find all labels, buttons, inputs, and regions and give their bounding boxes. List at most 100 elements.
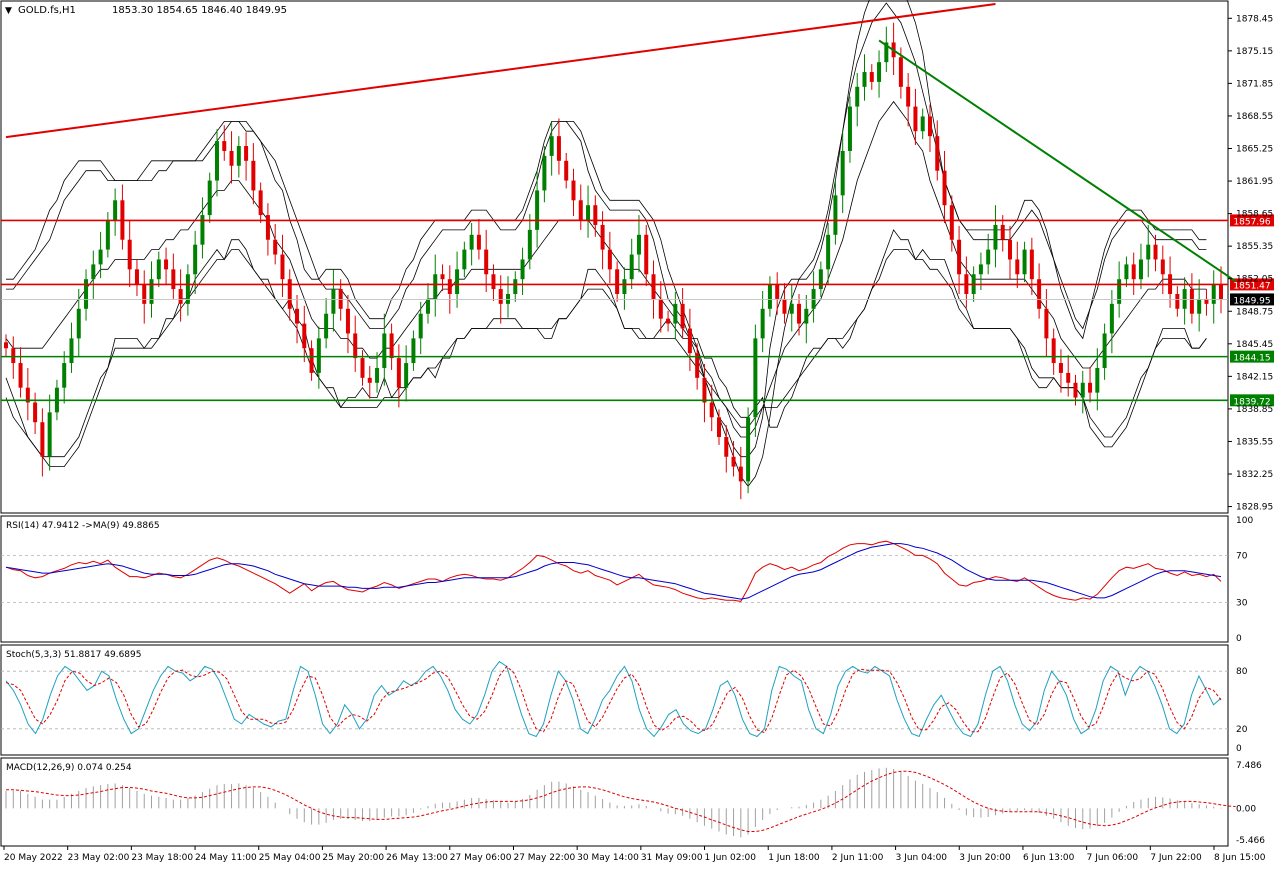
candle[interactable] bbox=[833, 179, 838, 245]
stoch-pane[interactable] bbox=[0, 644, 1229, 756]
candle[interactable] bbox=[811, 271, 816, 323]
candle[interactable] bbox=[433, 254, 438, 317]
candle[interactable] bbox=[25, 367, 30, 421]
candle[interactable] bbox=[331, 269, 336, 332]
candle[interactable] bbox=[69, 322, 74, 373]
candle[interactable] bbox=[709, 384, 714, 432]
candle[interactable] bbox=[404, 345, 409, 402]
candle[interactable] bbox=[789, 284, 794, 332]
candle[interactable] bbox=[91, 250, 96, 299]
candle[interactable] bbox=[869, 64, 874, 90]
candle[interactable] bbox=[877, 50, 882, 98]
candle[interactable] bbox=[113, 188, 118, 236]
candle[interactable] bbox=[1022, 241, 1027, 283]
candle[interactable] bbox=[644, 224, 649, 287]
candle[interactable] bbox=[462, 241, 467, 278]
candle[interactable] bbox=[1029, 237, 1034, 295]
candle[interactable] bbox=[906, 73, 911, 127]
candle[interactable] bbox=[920, 108, 925, 140]
macd-pane[interactable] bbox=[0, 757, 1229, 847]
candle[interactable] bbox=[200, 197, 205, 259]
price-pane[interactable] bbox=[0, 0, 1229, 514]
candle[interactable] bbox=[447, 265, 452, 314]
candle[interactable] bbox=[265, 203, 270, 256]
candle[interactable] bbox=[127, 220, 132, 288]
candle[interactable] bbox=[222, 125, 227, 161]
candle[interactable] bbox=[469, 222, 474, 266]
candle[interactable] bbox=[746, 407, 751, 494]
candle[interactable] bbox=[1051, 328, 1056, 375]
candle[interactable] bbox=[527, 214, 532, 270]
candle[interactable] bbox=[1080, 370, 1085, 414]
candle[interactable] bbox=[47, 394, 52, 471]
candle[interactable] bbox=[935, 120, 940, 181]
candle[interactable] bbox=[309, 340, 314, 381]
candle[interactable] bbox=[62, 351, 67, 404]
symbol-menu-icon[interactable]: ▼ bbox=[5, 6, 12, 16]
candle[interactable] bbox=[506, 276, 511, 318]
candle[interactable] bbox=[855, 73, 860, 127]
candle[interactable] bbox=[411, 330, 416, 371]
candle[interactable] bbox=[716, 409, 721, 445]
candle[interactable] bbox=[1211, 270, 1216, 324]
candle[interactable] bbox=[193, 230, 198, 294]
candle[interactable] bbox=[244, 132, 249, 181]
candle[interactable] bbox=[258, 182, 263, 223]
candle[interactable] bbox=[949, 195, 954, 252]
candle[interactable] bbox=[564, 152, 569, 189]
candle[interactable] bbox=[651, 260, 656, 319]
candle[interactable] bbox=[753, 324, 758, 438]
candle[interactable] bbox=[3, 334, 9, 357]
candle[interactable] bbox=[229, 131, 234, 184]
candle[interactable] bbox=[338, 279, 343, 321]
candle[interactable] bbox=[1102, 323, 1107, 380]
candle[interactable] bbox=[382, 313, 387, 386]
candle[interactable] bbox=[98, 231, 103, 279]
candle[interactable] bbox=[695, 343, 700, 390]
candle[interactable] bbox=[1138, 243, 1143, 290]
candle[interactable] bbox=[1037, 263, 1042, 319]
candle[interactable] bbox=[1146, 224, 1151, 278]
candle[interactable] bbox=[149, 261, 154, 318]
candle[interactable] bbox=[629, 238, 634, 290]
candle[interactable] bbox=[396, 344, 401, 408]
candle[interactable] bbox=[345, 294, 350, 354]
candle[interactable] bbox=[1015, 241, 1020, 289]
candle[interactable] bbox=[236, 136, 241, 178]
candle[interactable] bbox=[1131, 252, 1136, 295]
candle[interactable] bbox=[913, 88, 918, 146]
candle[interactable] bbox=[513, 271, 518, 302]
candle[interactable] bbox=[302, 305, 307, 363]
trendline[interactable] bbox=[878, 39, 1237, 282]
candle[interactable] bbox=[687, 308, 692, 371]
candle[interactable] bbox=[1044, 289, 1049, 357]
candle[interactable] bbox=[724, 425, 729, 473]
candle[interactable] bbox=[251, 143, 256, 205]
candle[interactable] bbox=[287, 269, 292, 321]
candle[interactable] bbox=[840, 131, 845, 214]
candle[interactable] bbox=[185, 264, 190, 316]
candle[interactable] bbox=[273, 223, 278, 265]
candle[interactable] bbox=[738, 446, 743, 500]
candle[interactable] bbox=[142, 270, 147, 324]
candle[interactable] bbox=[578, 184, 583, 230]
candle[interactable] bbox=[957, 225, 962, 294]
candle[interactable] bbox=[1189, 273, 1194, 324]
candle[interactable] bbox=[680, 288, 685, 339]
candle[interactable] bbox=[615, 261, 620, 302]
candle[interactable] bbox=[171, 253, 176, 299]
candle[interactable] bbox=[11, 336, 16, 379]
rsi-pane[interactable] bbox=[0, 515, 1229, 643]
candle[interactable] bbox=[622, 267, 627, 310]
candle[interactable] bbox=[797, 293, 802, 336]
candle[interactable] bbox=[76, 289, 81, 357]
candle[interactable] bbox=[847, 96, 852, 163]
candle[interactable] bbox=[1153, 234, 1158, 272]
candle[interactable] bbox=[1117, 261, 1122, 318]
candle[interactable] bbox=[280, 234, 285, 297]
candle[interactable] bbox=[1160, 245, 1165, 294]
candle[interactable] bbox=[134, 259, 139, 296]
candle[interactable] bbox=[607, 231, 612, 284]
candle[interactable] bbox=[425, 283, 430, 324]
candle[interactable] bbox=[316, 326, 321, 389]
